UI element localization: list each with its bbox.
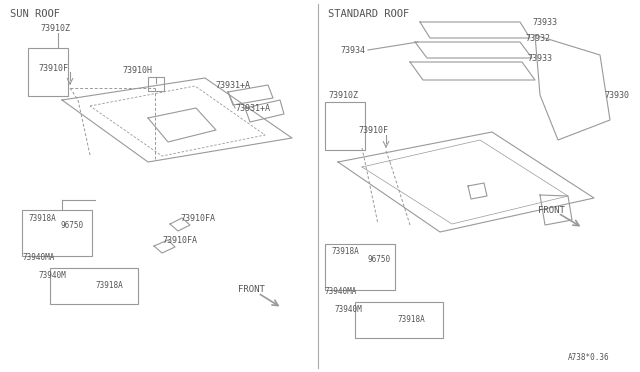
Bar <box>28 48 68 96</box>
Text: 73940MA: 73940MA <box>325 288 357 296</box>
Text: 73940M: 73940M <box>335 305 363 314</box>
Text: STANDARD ROOF: STANDARD ROOF <box>328 9 409 19</box>
Text: 73932: 73932 <box>525 33 550 42</box>
Bar <box>148 77 164 91</box>
Text: 73918A: 73918A <box>398 315 426 324</box>
Bar <box>325 102 365 150</box>
Text: 73910FA: 73910FA <box>180 214 215 222</box>
Text: 73933: 73933 <box>532 17 557 26</box>
Text: 73930: 73930 <box>604 90 629 99</box>
Text: 73910H: 73910H <box>122 65 152 74</box>
Text: A738*0.36: A738*0.36 <box>568 353 610 362</box>
Text: 73918A: 73918A <box>28 214 56 222</box>
Text: 73934: 73934 <box>340 45 365 55</box>
Text: 73933: 73933 <box>527 54 552 62</box>
Text: 73918A: 73918A <box>332 247 360 257</box>
Text: FRONT: FRONT <box>238 285 265 295</box>
Text: 73910Z: 73910Z <box>328 90 358 99</box>
Bar <box>22 210 92 256</box>
Text: 73910Z: 73910Z <box>40 23 70 32</box>
Text: SUN ROOF: SUN ROOF <box>10 9 60 19</box>
Text: 96750: 96750 <box>60 221 83 230</box>
Bar <box>355 302 443 338</box>
Bar <box>50 268 138 304</box>
Text: 73910F: 73910F <box>38 64 68 73</box>
Text: FRONT: FRONT <box>538 205 565 215</box>
Text: 73918A: 73918A <box>95 282 123 291</box>
Text: 73940MA: 73940MA <box>22 253 54 263</box>
Text: 73910FA: 73910FA <box>162 235 197 244</box>
Bar <box>325 244 395 290</box>
Text: 73931+A: 73931+A <box>235 103 270 112</box>
Text: 73931+A: 73931+A <box>215 80 250 90</box>
Text: 73910F: 73910F <box>358 125 388 135</box>
Text: 96750: 96750 <box>368 254 391 263</box>
Text: 73940M: 73940M <box>38 272 66 280</box>
